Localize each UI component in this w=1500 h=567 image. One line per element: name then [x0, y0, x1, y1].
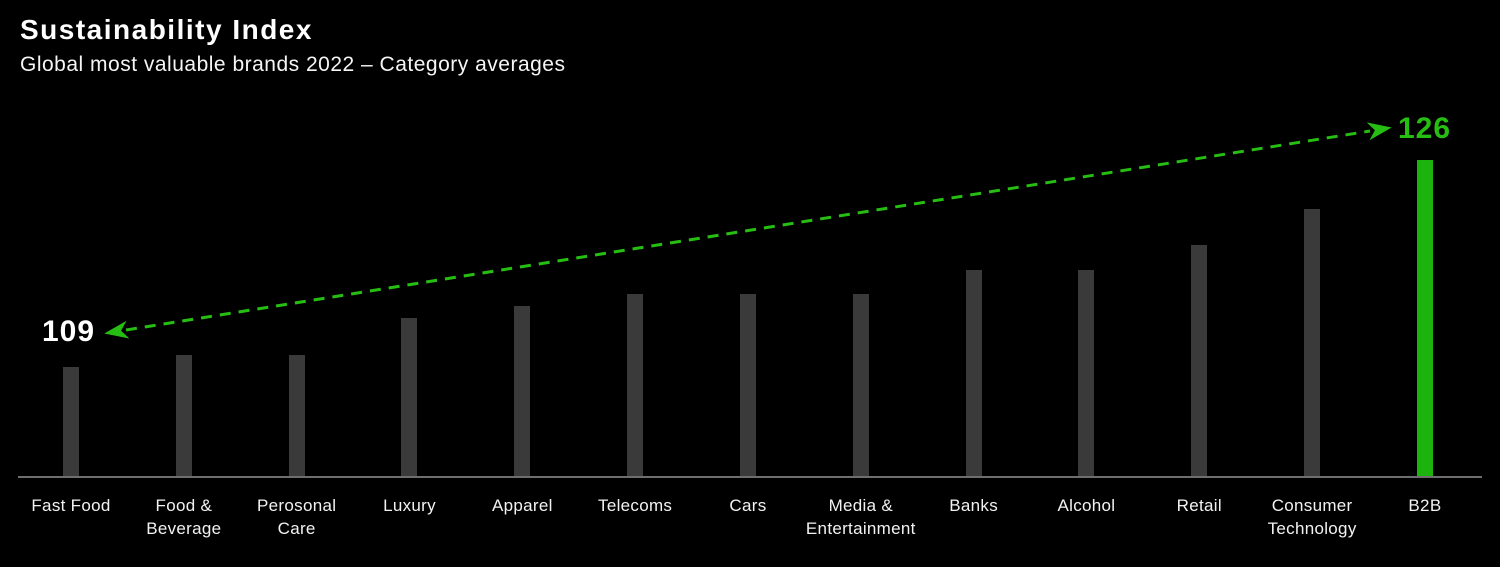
- chart-header: Sustainability Index Global most valuabl…: [20, 14, 565, 77]
- category-label-telecoms: Telecoms: [598, 496, 673, 515]
- category-label-apparel: Apparel: [491, 496, 553, 515]
- category-label-consumer-technology: Consumer Technology: [1267, 496, 1357, 538]
- bar-cars: [739, 294, 756, 477]
- bar-luxury: [401, 318, 418, 477]
- category-label-fast-food: Fast Food: [31, 496, 111, 515]
- bar-alcohol: [1078, 270, 1095, 477]
- category-label-cars: Cars: [729, 496, 767, 515]
- bar-fast-food: [63, 367, 79, 477]
- bar-food-beverage: [175, 355, 192, 477]
- bar-apparel: [514, 306, 531, 477]
- category-label-perosonal-care: Perosonal Care: [257, 496, 337, 538]
- category-label-retail: Retail: [1176, 496, 1222, 515]
- category-label-alcohol: Alcohol: [1057, 496, 1116, 515]
- bar-retail: [1191, 245, 1208, 477]
- category-label-b2b: B2B: [1408, 496, 1442, 515]
- baseline-axis: [18, 476, 1482, 478]
- bar-perosonal-care: [288, 355, 305, 477]
- category-label-media-entertainment: Media & Entertainment: [805, 496, 916, 538]
- bar-consumer-technology: [1304, 209, 1321, 477]
- bar-b2b: [1416, 160, 1433, 477]
- category-label-banks: Banks: [949, 496, 998, 515]
- bar-banks: [965, 270, 982, 477]
- max-value-label: 126: [1398, 112, 1452, 145]
- category-label-food-beverage: Food & Beverage: [146, 496, 222, 538]
- bar-media-entertainment: [852, 294, 869, 477]
- min-value-label: 109: [42, 315, 96, 348]
- page-title: Sustainability Index: [20, 14, 313, 45]
- category-label-luxury: Luxury: [383, 496, 436, 515]
- bar-telecoms: [627, 294, 644, 477]
- page-subtitle: Global most valuable brands 2022 – Categ…: [20, 53, 566, 76]
